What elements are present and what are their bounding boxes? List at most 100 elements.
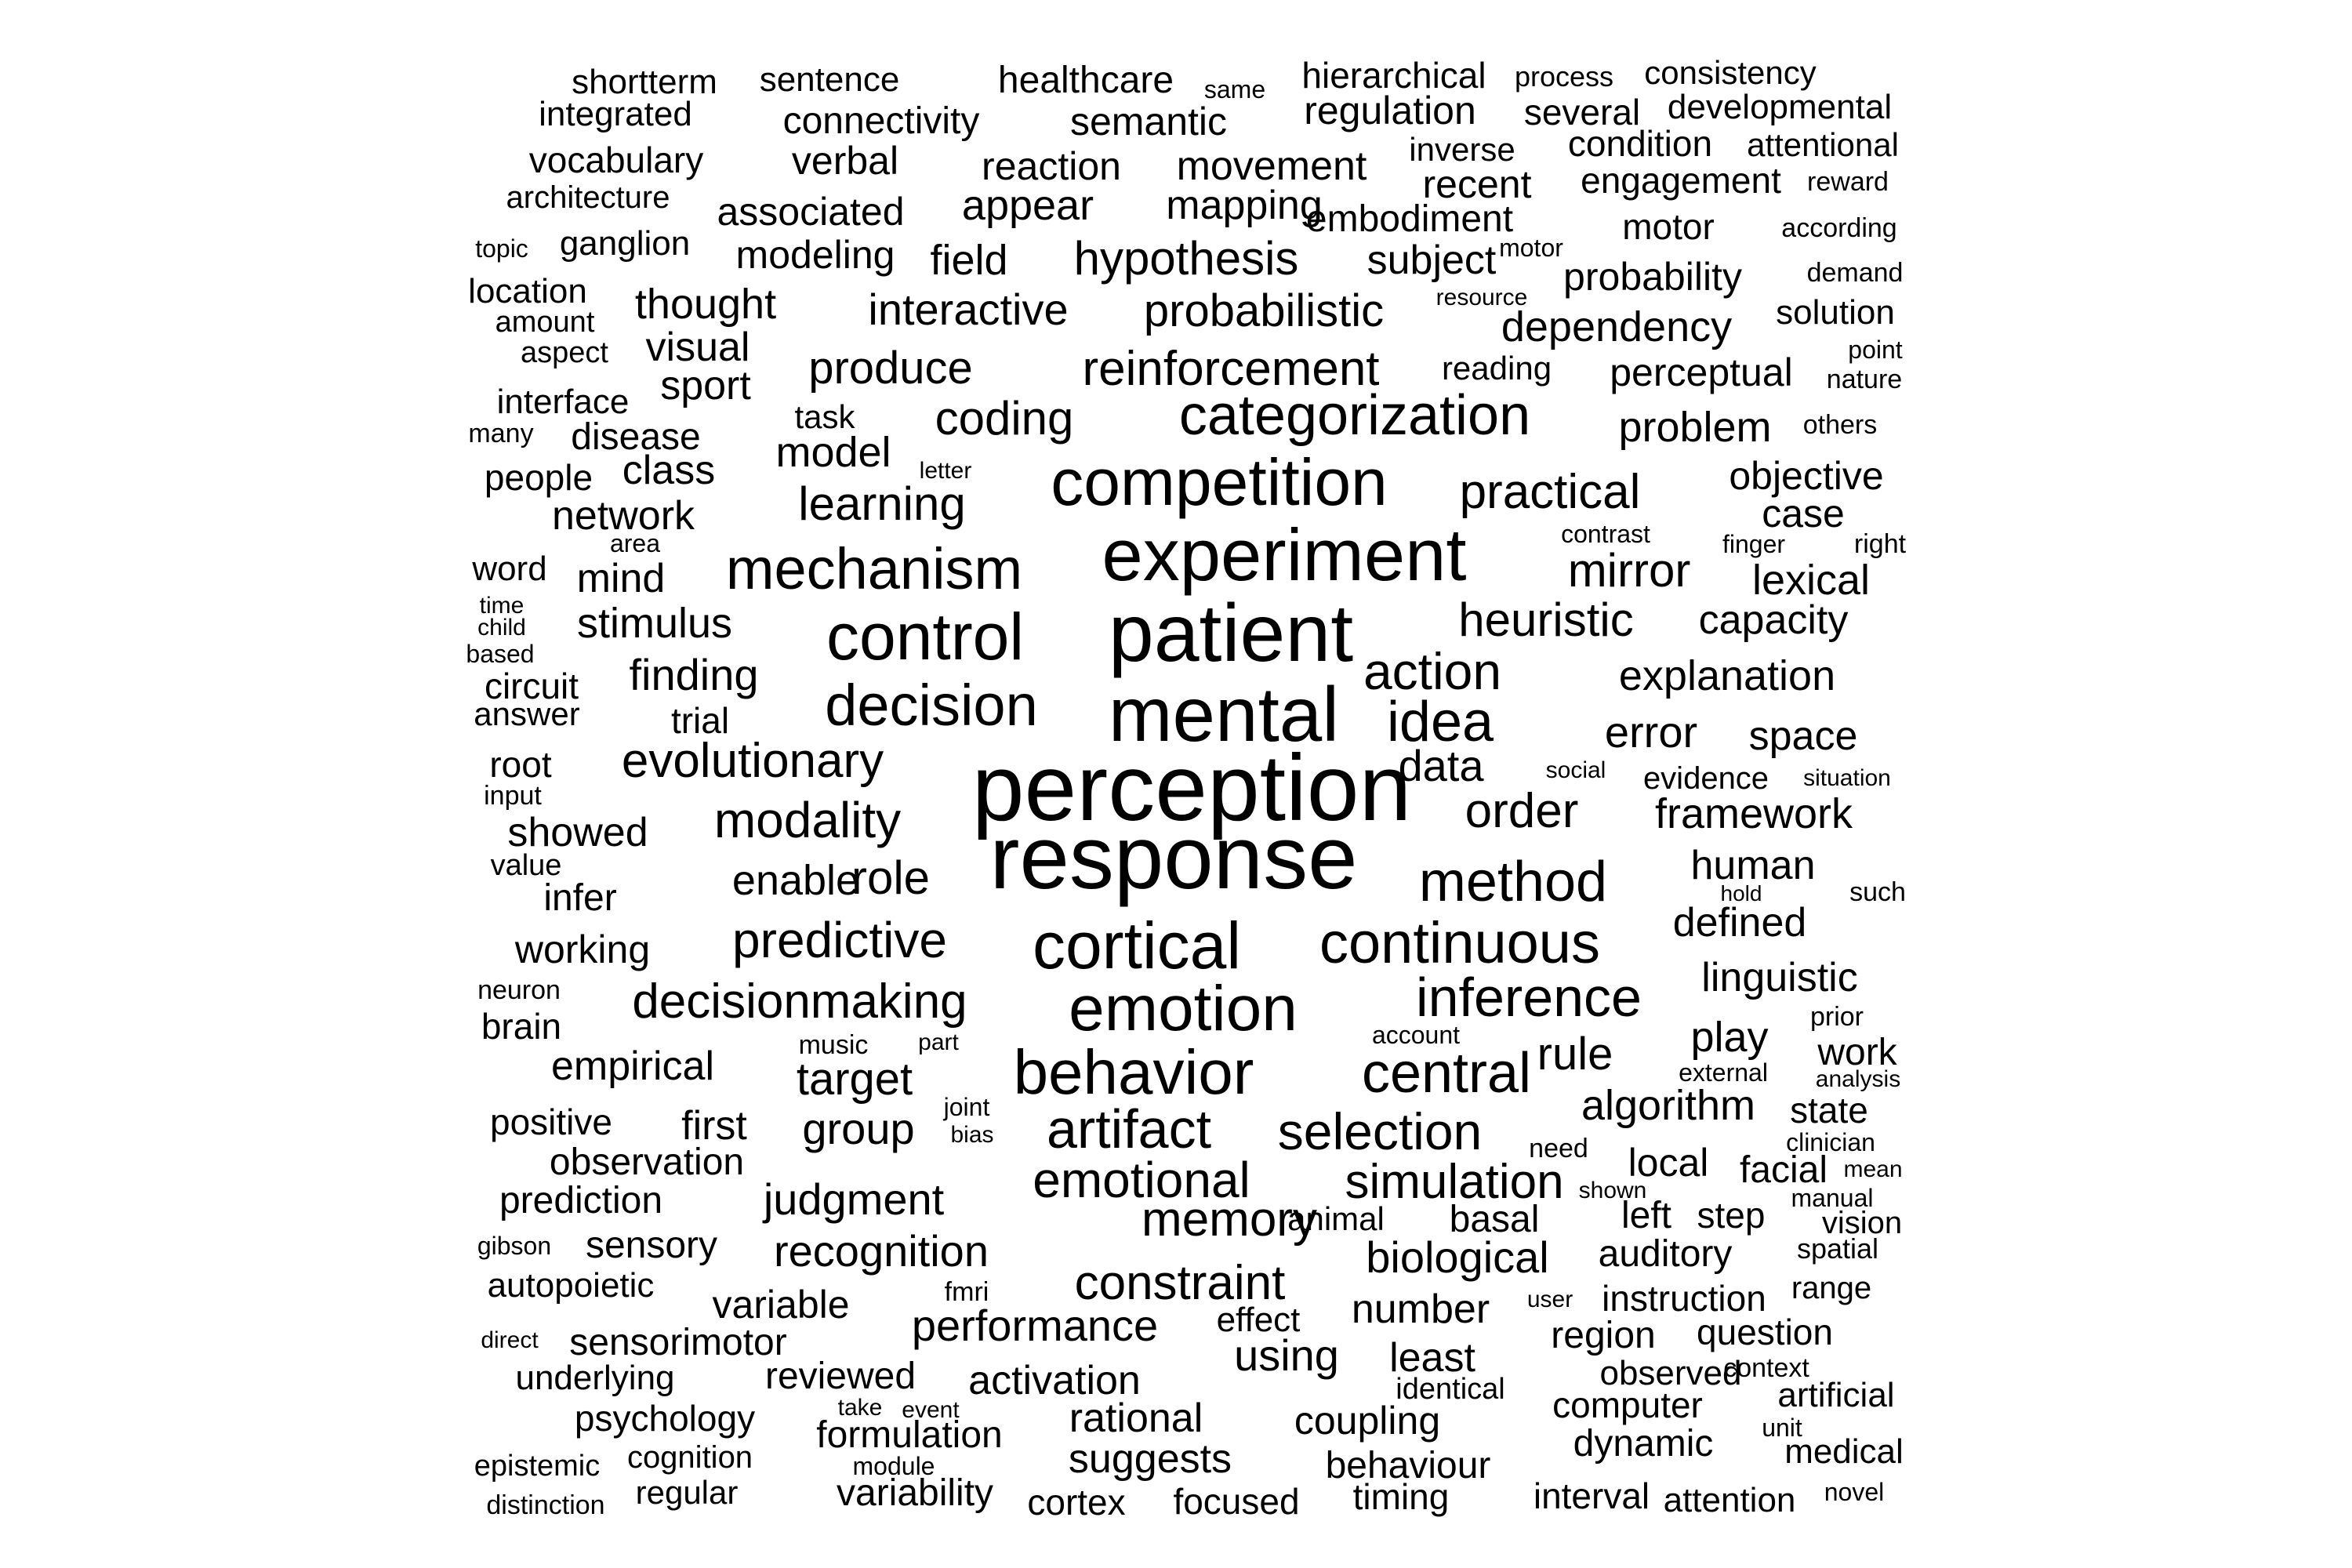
cloud-word-reinforcement: reinforcement <box>1082 342 1380 396</box>
cloud-word-dynamic: dynamic <box>1573 1423 1714 1465</box>
cloud-word-spatial: spatial <box>1796 1232 1879 1265</box>
cloud-word-shortterm: shortterm <box>572 63 717 101</box>
cloud-word-probability: probability <box>1563 255 1742 299</box>
cloud-word-idea: idea <box>1386 691 1494 753</box>
cloud-word-cortex: cortex <box>1027 1482 1126 1523</box>
cloud-word-sport: sport <box>660 363 751 408</box>
cloud-word-trial: trial <box>670 700 730 741</box>
cloud-word-mapping: mapping <box>1166 183 1323 228</box>
cloud-word-architecture: architecture <box>506 180 670 215</box>
cloud-word-root: root <box>489 744 552 785</box>
cloud-word-value: value <box>490 849 562 882</box>
cloud-word-interactive: interactive <box>868 285 1069 334</box>
cloud-word-group: group <box>802 1104 915 1153</box>
cloud-word-timing: timing <box>1352 1476 1450 1517</box>
cloud-word-play: play <box>1690 1014 1769 1061</box>
cloud-word-categorization: categorization <box>1178 384 1531 447</box>
cloud-word-perceptual: perceptual <box>1610 350 1793 394</box>
cloud-word-account: account <box>1371 1021 1461 1049</box>
cloud-word-produce: produce <box>808 343 973 394</box>
cloud-word-motor: motor <box>1499 234 1563 262</box>
cloud-word-effect: effect <box>1216 1301 1301 1339</box>
cloud-word-central: central <box>1361 1042 1532 1105</box>
cloud-word-connectivity: connectivity <box>782 100 980 142</box>
cloud-word-mean: mean <box>1843 1156 1903 1182</box>
cloud-word-medical: medical <box>1784 1432 1904 1471</box>
cloud-word-module: module <box>852 1452 935 1480</box>
cloud-word-basal: basal <box>1449 1199 1540 1240</box>
cloud-word-error: error <box>1604 707 1698 757</box>
cloud-word-method: method <box>1418 851 1608 913</box>
cloud-word-based: based <box>466 640 535 668</box>
cloud-word-coupling: coupling <box>1294 1399 1441 1443</box>
cloud-word-working: working <box>514 927 651 971</box>
cloud-word-mechanism: mechanism <box>725 536 1023 601</box>
cloud-word-epistemic: epistemic <box>474 1450 601 1483</box>
cloud-word-enable: enable <box>731 857 860 904</box>
cloud-word-evidence: evidence <box>1642 761 1769 796</box>
cloud-word-others: others <box>1802 410 1878 440</box>
cloud-word-appear: appear <box>961 182 1094 229</box>
cloud-word-stimulus: stimulus <box>576 600 733 647</box>
cloud-word-capacity: capacity <box>1698 597 1849 643</box>
cloud-word-demand: demand <box>1806 258 1904 288</box>
cloud-word-behaviour: behaviour <box>1325 1445 1491 1486</box>
cloud-word-topic: topic <box>475 234 528 263</box>
cloud-word-cortical: cortical <box>1032 909 1242 982</box>
cloud-word-semantic: semantic <box>1069 100 1228 143</box>
cloud-word-recent: recent <box>1422 162 1532 206</box>
cloud-word-regulation: regulation <box>1304 89 1476 132</box>
cloud-word-first: first <box>681 1103 747 1149</box>
cloud-word-gibson: gibson <box>477 1232 552 1260</box>
cloud-word-subject: subject <box>1367 238 1497 283</box>
cloud-word-brain: brain <box>481 1006 562 1047</box>
cloud-word-framework: framework <box>1654 790 1853 837</box>
cloud-word-range: range <box>1791 1271 1872 1305</box>
cloud-word-observed: observed <box>1599 1354 1742 1392</box>
cloud-word-modality: modality <box>713 792 902 848</box>
cloud-word-objective: objective <box>1729 454 1884 498</box>
cloud-word-distinction: distinction <box>486 1490 605 1520</box>
cloud-word-point: point <box>1848 336 1903 364</box>
cloud-word-event: event <box>902 1397 960 1423</box>
cloud-word-movement: movement <box>1176 143 1367 189</box>
cloud-word-behavior: behavior <box>1013 1037 1254 1107</box>
cloud-word-emotion: emotion <box>1069 973 1298 1044</box>
cloud-word-input: input <box>484 781 542 811</box>
cloud-word-space: space <box>1748 713 1858 759</box>
cloud-word-external: external <box>1679 1058 1768 1087</box>
cloud-word-integrated: integrated <box>539 95 692 133</box>
cloud-word-motor: motor <box>1622 206 1715 247</box>
cloud-word-positive: positive <box>490 1102 612 1142</box>
cloud-word-question: question <box>1697 1312 1833 1352</box>
cloud-word-sensory: sensory <box>585 1225 718 1266</box>
cloud-word-variability: variability <box>836 1472 994 1514</box>
cloud-word-solution: solution <box>1776 293 1895 332</box>
cloud-word-prior: prior <box>1809 1002 1864 1032</box>
cloud-word-auditory: auditory <box>1598 1233 1733 1275</box>
cloud-word-mirror: mirror <box>1567 544 1691 597</box>
cloud-word-answer: answer <box>474 695 580 732</box>
cloud-word-novel: novel <box>1824 1478 1885 1506</box>
cloud-word-using: using <box>1234 1330 1339 1380</box>
cloud-word-amount: amount <box>495 306 595 339</box>
cloud-word-unit: unit <box>1762 1414 1802 1442</box>
cloud-word-left: left <box>1621 1195 1672 1236</box>
cloud-word-step: step <box>1697 1195 1766 1236</box>
cloud-word-shown: shown <box>1578 1178 1647 1203</box>
cloud-word-instruction: instruction <box>1602 1278 1766 1319</box>
cloud-word-visual: visual <box>645 325 750 370</box>
cloud-word-control: control <box>826 600 1025 673</box>
cloud-word-disease: disease <box>571 416 701 458</box>
cloud-word-vision: vision <box>1821 1206 1903 1240</box>
cloud-word-rule: rule <box>1537 1029 1613 1080</box>
cloud-word-region: region <box>1551 1315 1656 1356</box>
cloud-word-psychology: psychology <box>574 1398 756 1439</box>
cloud-word-reviewed: reviewed <box>764 1356 916 1397</box>
cloud-word-finding: finding <box>629 650 759 699</box>
cloud-word-area: area <box>609 529 661 557</box>
cloud-word-prediction: prediction <box>499 1180 663 1221</box>
cloud-word-condition: condition <box>1567 123 1713 164</box>
cloud-word-perception: perception <box>971 735 1412 840</box>
